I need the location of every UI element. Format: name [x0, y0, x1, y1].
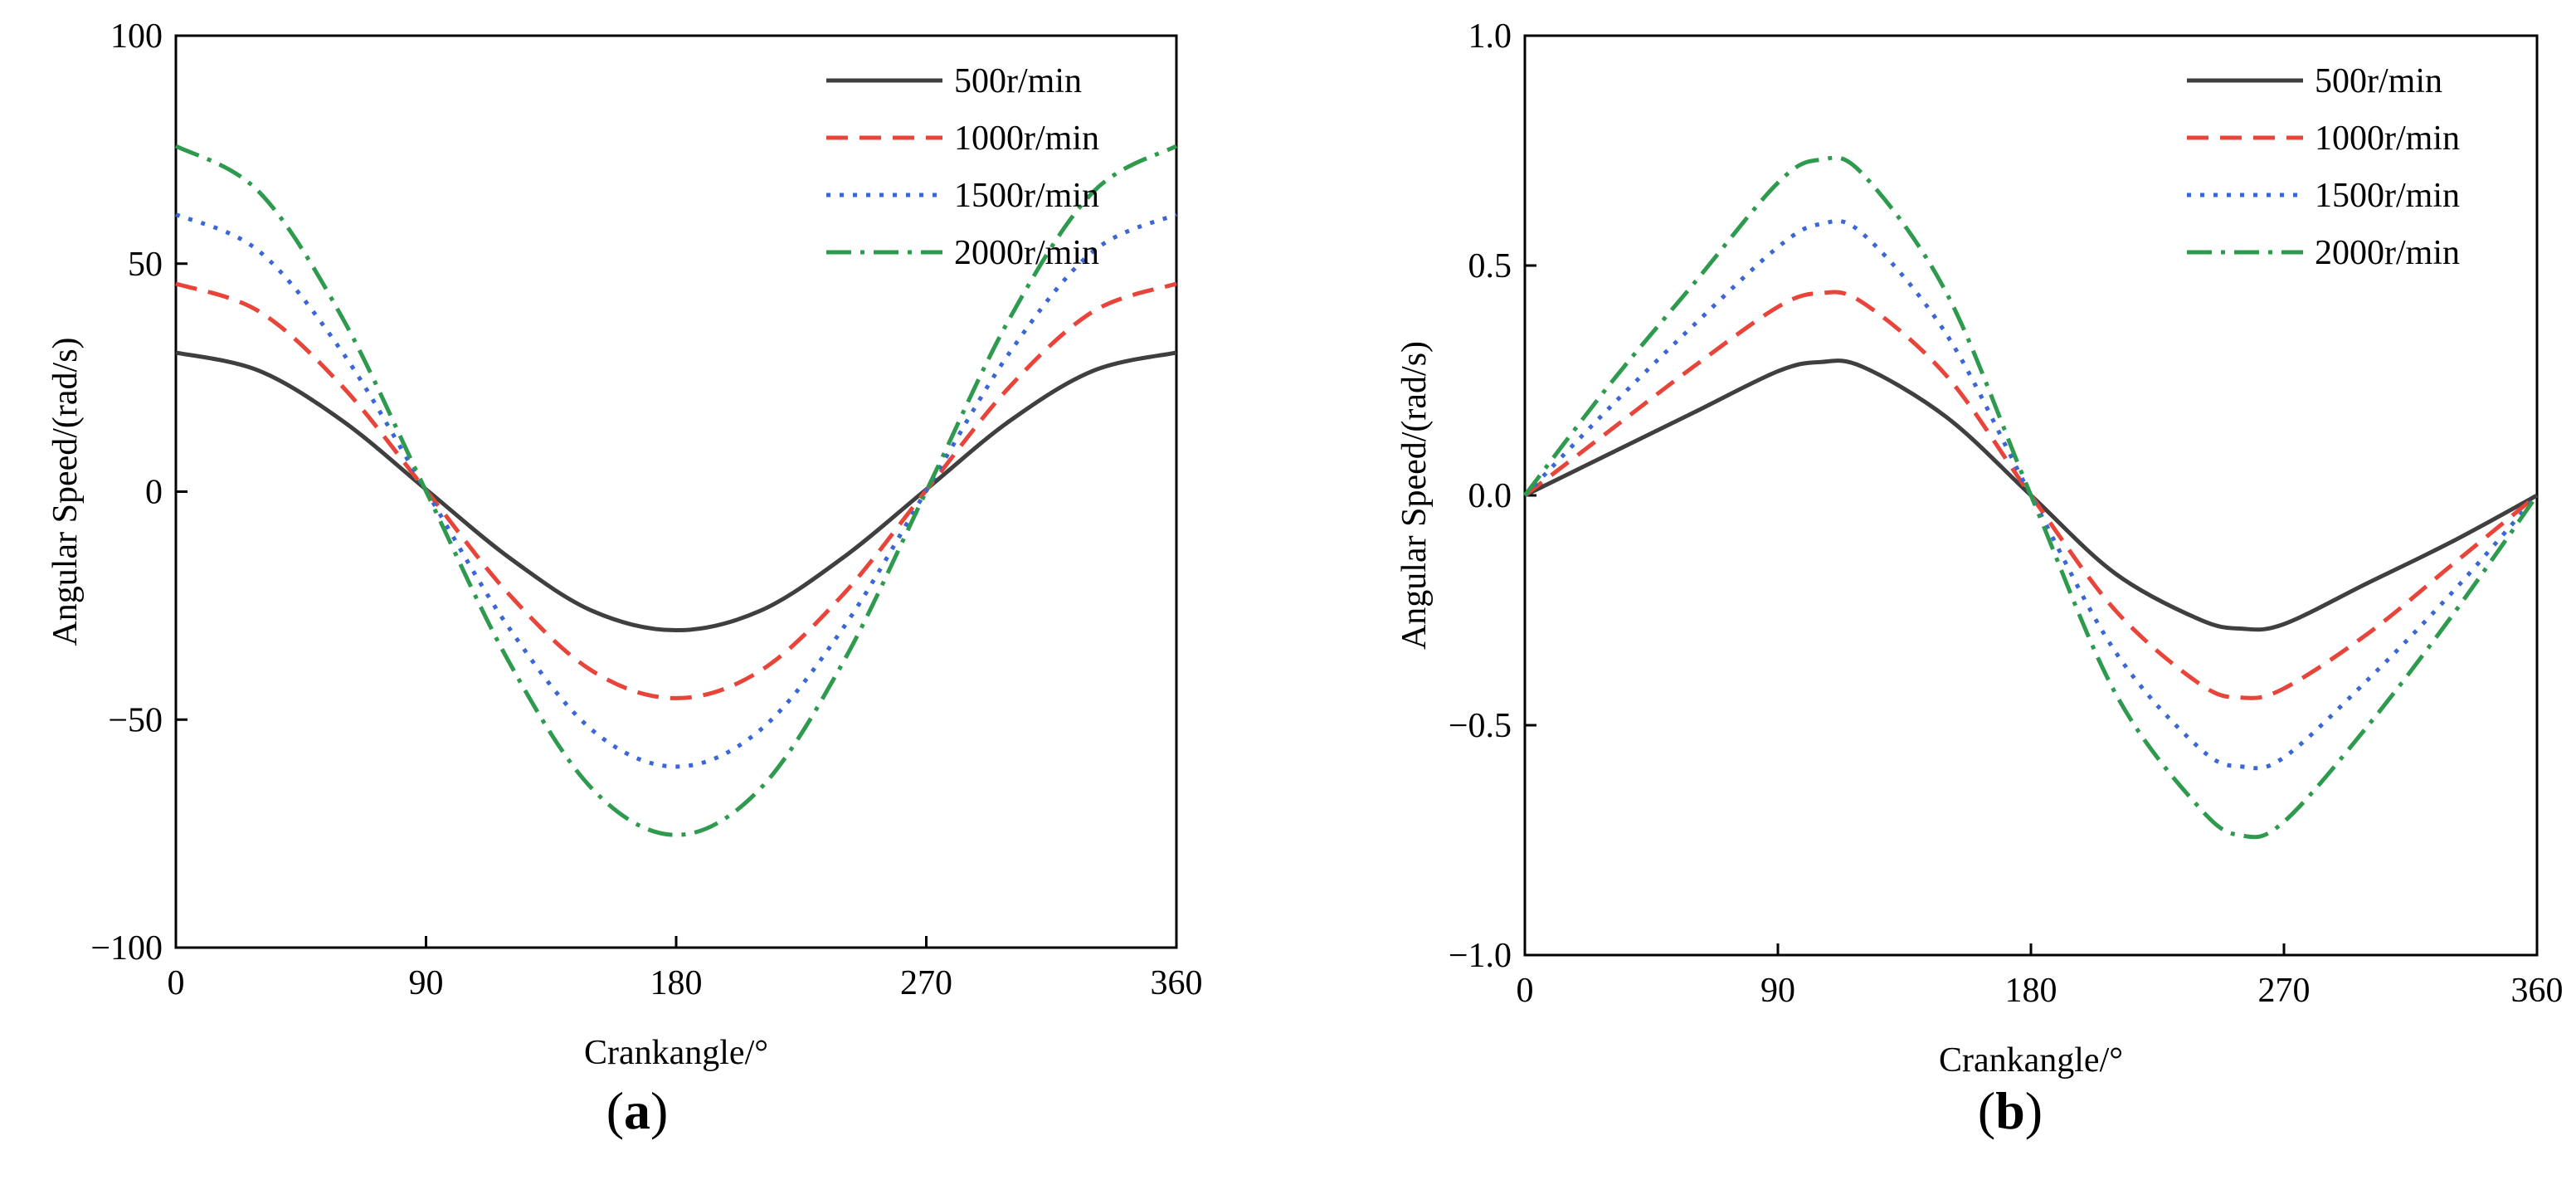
y-tick-label: 0.5 [1468, 247, 1512, 285]
legend-label: 500r/min [2315, 62, 2442, 100]
legend-label: 1000r/min [2315, 119, 2460, 158]
x-tick-label: 270 [900, 964, 952, 1002]
x-tick-label: 180 [650, 964, 703, 1002]
series-line-2000r-per-min [1523, 155, 2539, 840]
chart-panel-b: 0 90 180 270 360 −1.0 −0.5 0.0 0.5 1.0 Crankangle/… [1395, 17, 2564, 1140]
y-tick-label: 1.0 [1468, 17, 1512, 56]
series-line-1500r-per-min [174, 212, 1178, 769]
y-tick-label: 100 [110, 17, 163, 56]
panel-label-letter: a [624, 1081, 650, 1140]
legend-label: 1000r/min [954, 119, 1099, 158]
y-tick-label: −1.0 [1449, 937, 1512, 975]
x-tick-label: 0 [1517, 972, 1534, 1010]
y-tick-label: −0.5 [1449, 707, 1512, 745]
series-line-500r-per-min [175, 350, 1177, 633]
legend-label: 1500r/min [954, 177, 1099, 215]
panel-label-close-paren: ) [2025, 1081, 2043, 1140]
x-tick-label: 270 [2258, 972, 2311, 1010]
panel-label: (b) [1978, 1081, 2043, 1140]
y-axis-title: Angular Speed/(rad/s) [46, 337, 85, 646]
y-axis-title: Angular Speed/(rad/s) [1395, 341, 1434, 650]
x-tick-label: 90 [409, 964, 444, 1002]
legend-label: 500r/min [954, 62, 1082, 100]
panel-label: (a) [606, 1081, 669, 1140]
x-tick-label: 360 [2511, 972, 2564, 1010]
y-tick-label: 0.0 [1468, 477, 1512, 515]
x-tick-label: 0 [168, 964, 185, 1002]
y-tick-label: −50 [108, 701, 163, 739]
x-tick-label: 180 [2005, 972, 2057, 1010]
legend-label: 2000r/min [2315, 234, 2460, 272]
panel-label-letter: b [1995, 1081, 2025, 1140]
y-tick-label: −100 [90, 929, 163, 968]
y-tick-label: 0 [145, 474, 163, 512]
series-line-1000r-per-min [175, 281, 1177, 700]
x-axis-title: Crankangle/° [584, 1034, 768, 1072]
panel-label-close-paren: ) [650, 1081, 668, 1140]
legend-label: 1500r/min [2315, 177, 2460, 215]
x-axis-title: Crankangle/° [1939, 1041, 2123, 1080]
panel-label-open-paren: ( [1978, 1081, 1995, 1140]
plot-frame [174, 34, 1178, 949]
legend-label: 2000r/min [954, 234, 1099, 272]
chart-panel-a: 0 90 180 270 360 −100 −50 0 50 100 Crankangle/° Ang… [46, 17, 1203, 1140]
x-tick-label: 90 [1760, 972, 1795, 1010]
x-tick-label: 360 [1151, 964, 1203, 1002]
y-tick-label: 50 [128, 246, 163, 284]
panel-label-open-paren: ( [606, 1081, 624, 1140]
